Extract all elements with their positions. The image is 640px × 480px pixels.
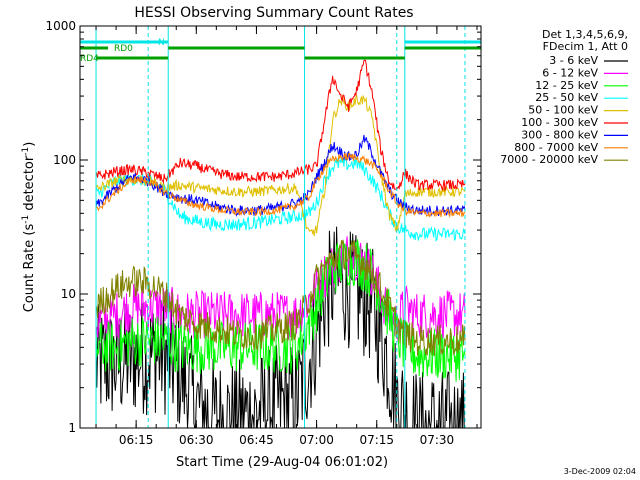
y-tick-label-4: 1000 bbox=[45, 19, 76, 33]
legend-header-1: Det 1,3,4,5,6,9, bbox=[542, 28, 628, 41]
x-tick-label-4: 07:00 bbox=[299, 433, 334, 447]
x-tick-label-2: 06:30 bbox=[179, 433, 214, 447]
x-tick-label-1: 06:15 bbox=[119, 433, 154, 447]
y-axis-label-main: Count Rate (s bbox=[22, 224, 37, 313]
x-axis-label: Start Time (29-Aug-04 06:01:02) bbox=[176, 455, 388, 470]
y-axis-label-end: ) bbox=[22, 142, 37, 147]
legend-label-1: 3 - 6 keV bbox=[549, 54, 598, 67]
axes: 06:15 06:30 06:45 07:00 07:15 07:30 1 10 100 1000 bbox=[45, 19, 481, 447]
series-line-3 bbox=[95, 239, 466, 382]
y-axis-label-sup: -1 bbox=[21, 215, 31, 224]
plot-area: N RD0 RD4 bbox=[80, 26, 481, 429]
legend-header-2: FDecim 1, Att 0 bbox=[543, 40, 628, 53]
legend-label-3: 12 - 25 keV bbox=[535, 79, 598, 92]
x-tick-label-3: 06:45 bbox=[239, 433, 274, 447]
series-line-7 bbox=[95, 134, 466, 217]
flag-label-n: N bbox=[158, 38, 165, 48]
y-axis-label-mid: detector bbox=[22, 155, 37, 215]
y-axis-label-sup2: -1 bbox=[21, 147, 31, 156]
y-axis-label: Count Rate (s-1 detector-1) bbox=[21, 142, 37, 313]
x-tick-label-6: 07:30 bbox=[420, 433, 455, 447]
x-tick-label-5: 07:15 bbox=[359, 433, 394, 447]
series-line-6 bbox=[95, 59, 466, 192]
plot-frame bbox=[79, 25, 482, 429]
y-tick-label-3: 100 bbox=[53, 153, 76, 167]
series-line-4 bbox=[95, 156, 466, 242]
chart-title: HESSI Observing Summary Count Rates bbox=[134, 5, 413, 21]
series-line-8 bbox=[95, 152, 466, 218]
legend-label-8: 800 - 7000 keV bbox=[514, 141, 598, 154]
legend-label-2: 6 - 12 keV bbox=[542, 66, 598, 79]
y-tick-label-2: 10 bbox=[61, 287, 76, 301]
series-line-1 bbox=[95, 226, 465, 429]
legend-label-4: 25 - 50 keV bbox=[535, 91, 598, 104]
date-stamp: 3-Dec-2009 02:04 bbox=[564, 467, 636, 476]
flag-label-rd4: RD4 bbox=[80, 54, 99, 64]
series-line-9 bbox=[95, 239, 466, 356]
legend-label-7: 300 - 800 keV bbox=[521, 128, 598, 141]
legend-label-5: 50 - 100 keV bbox=[528, 104, 598, 117]
series-line-5 bbox=[95, 94, 466, 237]
legend-label-9: 7000 - 20000 keV bbox=[500, 153, 598, 166]
legend: Det 1,3,4,5,6,9,FDecim 1, Att 03 - 6 keV… bbox=[500, 28, 628, 166]
y-tick-label-1: 1 bbox=[68, 421, 76, 435]
flag-label-rd0: RD0 bbox=[114, 44, 133, 54]
legend-label-6: 100 - 300 keV bbox=[521, 116, 598, 129]
